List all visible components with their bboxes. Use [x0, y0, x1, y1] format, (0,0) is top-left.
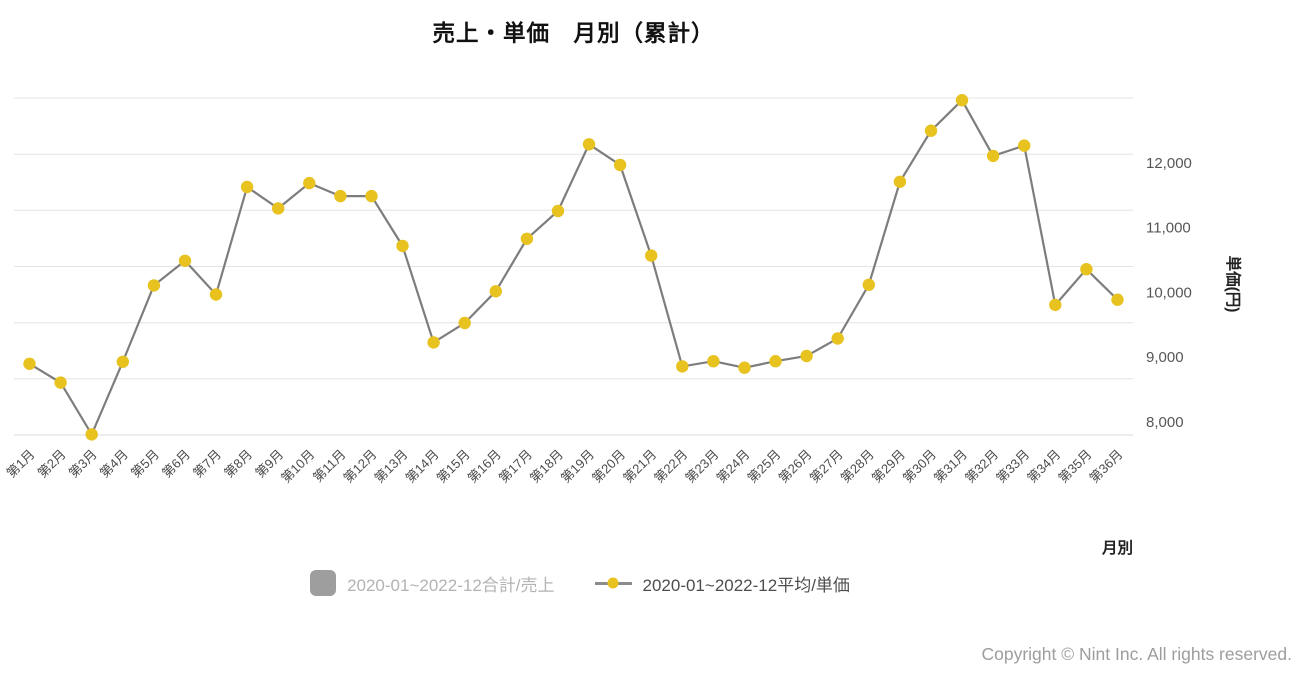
x-axis-label: 第2月 — [35, 447, 69, 481]
data-point — [986, 149, 1000, 163]
data-point — [116, 355, 129, 368]
data-point — [800, 349, 813, 363]
x-axis-label: 第4月 — [97, 447, 131, 481]
x-axis-label: 第26月 — [775, 447, 814, 486]
line-series-dot-icon — [607, 577, 619, 589]
data-point — [551, 204, 565, 218]
x-axis-label: 第3月 — [66, 447, 100, 481]
x-axis-label: 第24月 — [713, 447, 752, 486]
data-point — [1049, 298, 1062, 312]
data-point — [303, 176, 316, 190]
data-point — [54, 376, 67, 389]
data-point — [613, 158, 627, 172]
data-point — [645, 249, 658, 262]
data-point — [955, 94, 969, 107]
x-axis-label: 第36月 — [1086, 447, 1125, 486]
data-point — [427, 336, 440, 349]
x-axis-label: 第34月 — [1024, 447, 1063, 486]
legend-label-unit-price: 2020-01~2022-12平均/単価 — [642, 575, 850, 595]
data-point — [893, 175, 907, 188]
data-point — [240, 180, 254, 194]
data-point — [520, 232, 534, 245]
bar-series-swatch-icon — [310, 570, 337, 596]
data-point — [178, 254, 192, 267]
x-axis-label: 第21月 — [620, 447, 659, 486]
data-point — [1080, 263, 1093, 276]
data-point — [489, 285, 502, 298]
x-axis-label: 第8月 — [221, 447, 255, 481]
x-axis-label: 第18月 — [527, 447, 566, 486]
x-axis-label: 第1月 — [4, 447, 38, 481]
data-point — [862, 278, 875, 291]
legend-label-sales: 2020-01~2022-12合計/売上 — [347, 575, 555, 595]
y-axis-tick-label: 8,000 — [1146, 414, 1184, 431]
x-axis-label: 第30月 — [900, 447, 939, 486]
chart-title: 売上・単価 月別（累計） — [432, 21, 715, 46]
x-axis-label: 第35月 — [1055, 447, 1094, 486]
x-axis-label: 第33月 — [993, 447, 1032, 486]
line-series-path — [28, 98, 1119, 437]
legend-item-sales[interactable]: 2020-01~2022-12合計/売上 — [310, 570, 555, 596]
x-axis-label: 第5月 — [128, 447, 162, 481]
data-point — [1017, 139, 1031, 152]
data-point — [396, 239, 409, 253]
legend-item-unit-price[interactable]: 2020-01~2022-12平均/単価 — [594, 571, 850, 596]
x-axis-label: 第31月 — [931, 447, 970, 486]
x-axis-label: 第10月 — [278, 447, 317, 486]
plot-area: 第1月第2月第3月第4月第5月第6月第7月第8月第9月第10月第11月第12月第… — [4, 94, 1243, 557]
data-point — [365, 189, 378, 203]
legend: 2020-01~2022-12合計/売上 2020-01~2022-12平均/単… — [0, 562, 1160, 604]
x-axis-label: 第19月 — [558, 447, 597, 486]
data-point — [924, 124, 938, 137]
data-point — [676, 360, 689, 373]
x-axis-label: 第28月 — [838, 447, 877, 486]
x-axis-label: 第11月 — [310, 447, 349, 486]
data-point — [209, 288, 223, 301]
data-point — [831, 332, 844, 345]
data-point — [769, 355, 782, 368]
x-axis-label: 第6月 — [159, 447, 193, 481]
data-point — [738, 361, 751, 374]
x-axis-label: 第12月 — [340, 447, 379, 486]
y-axis-tick-label: 9,000 — [1146, 349, 1184, 366]
data-point — [582, 138, 596, 151]
x-axis-label: 第22月 — [651, 447, 690, 486]
line-series-marker-icon — [594, 577, 632, 589]
x-axis-label: 第27月 — [807, 447, 846, 486]
data-point — [334, 189, 347, 203]
x-axis-label: 第16月 — [465, 447, 504, 486]
copyright-notice: Copyright © Nint Inc. All rights reserve… — [981, 644, 1292, 664]
x-axis-label: 第23月 — [682, 447, 721, 486]
y-axis-tick-label: 10,000 — [1146, 284, 1192, 301]
x-axis-title: 月別 — [1101, 539, 1133, 557]
x-axis-label: 第13月 — [371, 447, 410, 486]
data-point — [707, 355, 720, 368]
x-axis-label: 第32月 — [962, 447, 1001, 486]
y-axis-tick-label: 12,000 — [1146, 155, 1192, 172]
x-axis-label: 第29月 — [869, 447, 908, 486]
y-axis-tick-label: 11,000 — [1146, 220, 1191, 237]
data-point — [1111, 293, 1124, 306]
data-point — [272, 202, 285, 215]
x-axis-label: 第7月 — [190, 447, 224, 481]
data-point — [458, 316, 471, 330]
x-axis-label: 第17月 — [496, 447, 535, 486]
x-axis-label: 第14月 — [402, 447, 441, 486]
x-axis-label: 第25月 — [744, 447, 783, 486]
x-axis-label: 第15月 — [434, 447, 473, 486]
data-point — [147, 279, 161, 292]
data-point — [85, 428, 98, 441]
y-axis-title: 単価(円) — [1224, 256, 1243, 313]
data-point — [23, 357, 36, 370]
x-axis-label: 第20月 — [589, 447, 628, 486]
